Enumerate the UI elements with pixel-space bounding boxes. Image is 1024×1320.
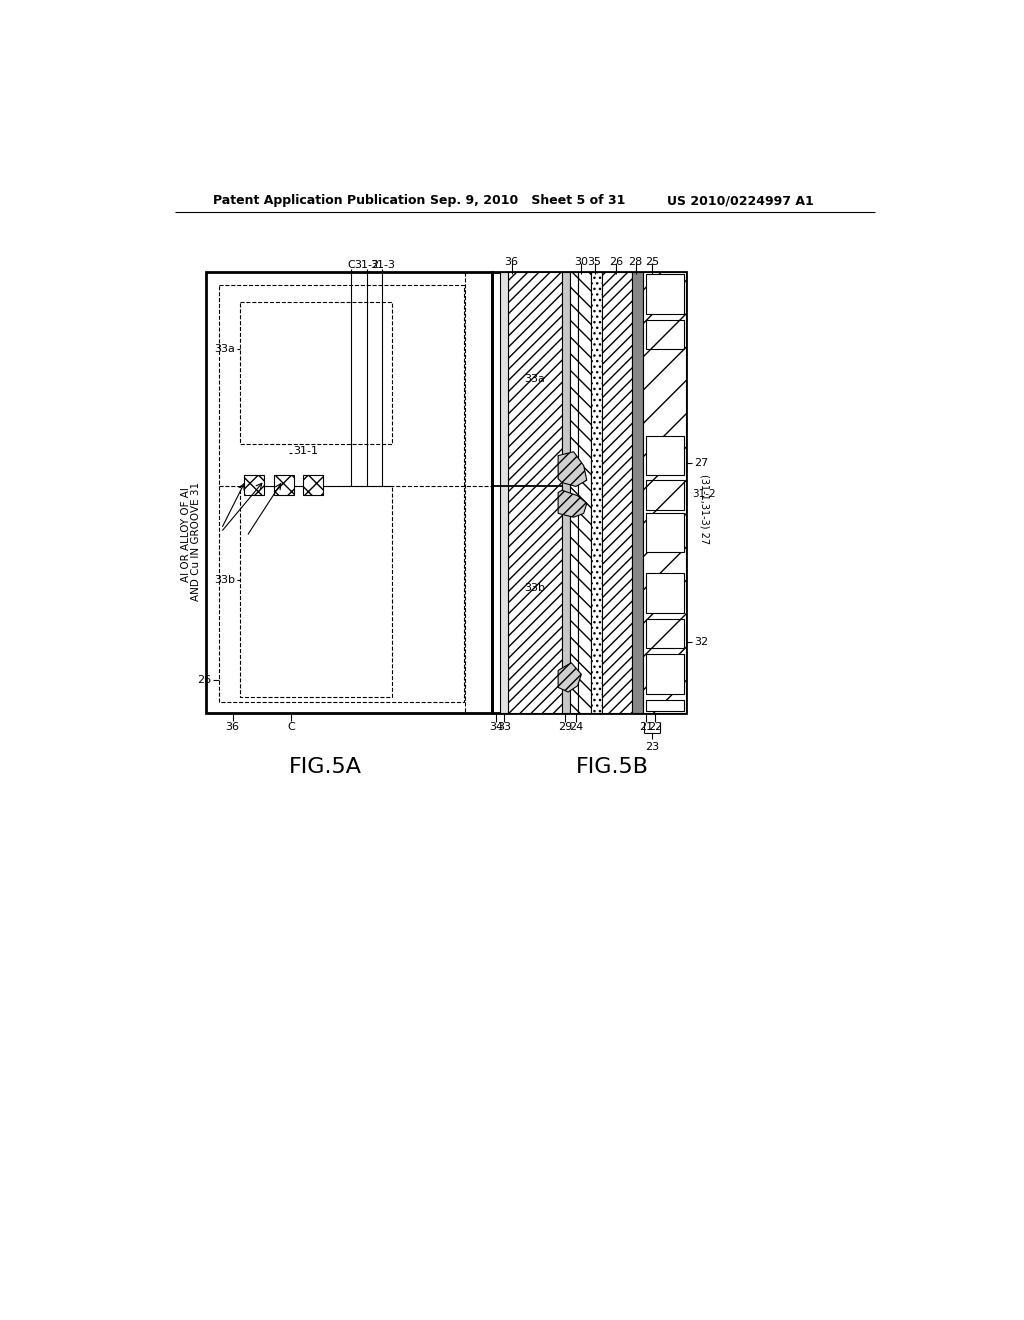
Text: C: C	[287, 722, 295, 731]
Bar	[643, 272, 686, 713]
Polygon shape	[558, 490, 587, 517]
Bar	[245, 475, 264, 495]
Bar	[592, 272, 602, 713]
Bar	[646, 573, 684, 612]
Bar	[632, 272, 643, 713]
Text: 25: 25	[645, 256, 659, 267]
Bar	[273, 475, 294, 495]
Text: 26: 26	[198, 676, 212, 685]
Bar	[219, 285, 464, 702]
Text: 32: 32	[693, 638, 708, 647]
Text: 31-2: 31-2	[692, 490, 716, 499]
Bar	[646, 480, 684, 510]
Text: 31-3: 31-3	[370, 260, 394, 269]
Bar	[646, 275, 684, 314]
Bar	[646, 321, 684, 350]
Text: (31-1,31-3) 27: (31-1,31-3) 27	[700, 474, 710, 545]
Bar	[562, 272, 569, 713]
Text: 36: 36	[225, 722, 240, 731]
Text: 21: 21	[639, 722, 652, 731]
Text: 29: 29	[558, 722, 572, 731]
Text: 33a: 33a	[214, 345, 234, 354]
Bar	[508, 272, 562, 713]
Text: 36: 36	[505, 256, 518, 267]
Bar	[206, 272, 493, 713]
Bar	[646, 653, 684, 693]
Text: FIG.5A: FIG.5A	[289, 756, 362, 776]
Text: 33b: 33b	[524, 583, 546, 593]
Bar	[646, 700, 684, 711]
Bar	[602, 272, 632, 713]
Bar	[646, 619, 684, 648]
Text: 31-2: 31-2	[354, 260, 379, 269]
Text: US 2010/0224997 A1: US 2010/0224997 A1	[667, 194, 813, 207]
Bar	[578, 272, 592, 713]
Polygon shape	[558, 451, 587, 487]
Text: FIG.5B: FIG.5B	[575, 756, 649, 776]
Text: 33b: 33b	[214, 576, 234, 585]
Bar	[569, 272, 578, 713]
Bar	[493, 272, 686, 713]
Text: C: C	[347, 260, 355, 269]
Bar	[241, 302, 391, 444]
Bar	[646, 513, 684, 552]
Text: 22: 22	[648, 722, 663, 731]
Text: 31-1: 31-1	[293, 446, 318, 455]
Text: 34: 34	[489, 722, 503, 731]
Text: 33a: 33a	[524, 374, 546, 384]
Polygon shape	[558, 663, 582, 692]
Text: 35: 35	[588, 256, 601, 267]
Bar	[500, 272, 508, 713]
Text: 23: 23	[645, 742, 659, 751]
Text: Al OR ALLOY OF Al: Al OR ALLOY OF Al	[181, 487, 191, 582]
Text: AND Cu IN GROOVE 31: AND Cu IN GROOVE 31	[191, 482, 201, 602]
Text: Sep. 9, 2010   Sheet 5 of 31: Sep. 9, 2010 Sheet 5 of 31	[430, 194, 626, 207]
Bar	[241, 487, 391, 697]
Text: Patent Application Publication: Patent Application Publication	[213, 194, 426, 207]
Text: 28: 28	[629, 256, 643, 267]
Text: 33: 33	[497, 722, 511, 731]
Text: 24: 24	[568, 722, 583, 731]
Text: 26: 26	[609, 256, 624, 267]
Text: 30: 30	[574, 256, 589, 267]
Text: 27: 27	[693, 458, 708, 469]
Bar	[303, 475, 324, 495]
Bar	[646, 437, 684, 475]
